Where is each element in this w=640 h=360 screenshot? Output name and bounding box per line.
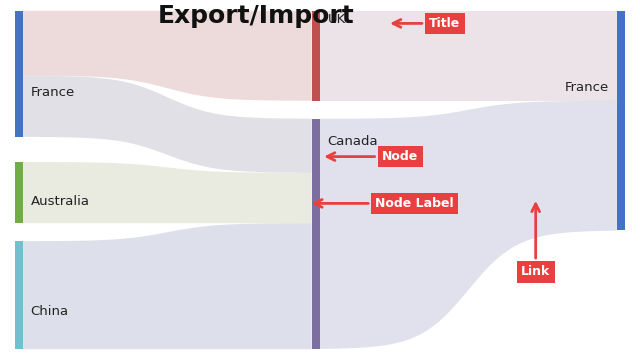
Text: Link: Link [521, 204, 550, 278]
Text: Canada: Canada [328, 135, 378, 148]
Text: UK: UK [328, 13, 346, 26]
Text: France: France [565, 81, 609, 94]
Text: Node: Node [327, 150, 418, 163]
Text: France: France [31, 86, 75, 99]
Polygon shape [23, 76, 312, 173]
Bar [15, 11, 23, 137]
Polygon shape [23, 223, 312, 349]
Bar [15, 241, 23, 349]
Text: Australia: Australia [31, 195, 90, 208]
Bar [617, 11, 625, 230]
Bar [312, 11, 320, 101]
Text: China: China [31, 305, 69, 318]
Polygon shape [23, 162, 312, 223]
Polygon shape [23, 11, 312, 101]
Text: Title: Title [393, 17, 460, 30]
Text: Export/Import: Export/Import [157, 4, 355, 28]
Polygon shape [320, 11, 617, 101]
Polygon shape [320, 101, 617, 349]
Bar [15, 162, 23, 223]
Text: Node Label: Node Label [314, 197, 454, 210]
Bar [312, 119, 320, 349]
